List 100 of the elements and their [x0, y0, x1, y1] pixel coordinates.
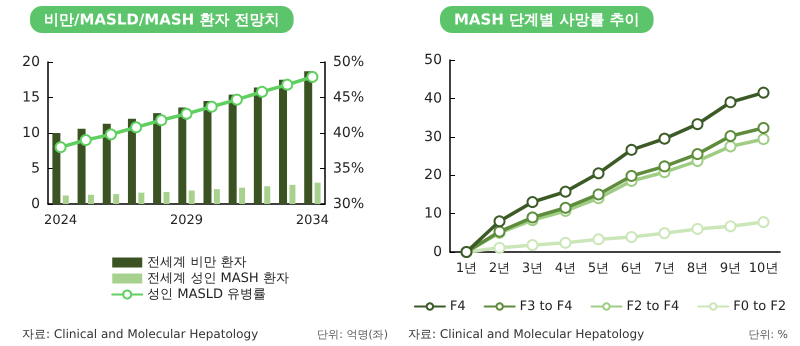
- text: 자료: Clinical and Molecular Hepatology: [408, 327, 644, 341]
- point: [592, 188, 604, 200]
- y-tick-label: 10: [22, 125, 40, 141]
- x-tick-label: 5년: [588, 261, 610, 276]
- point: [692, 148, 704, 160]
- bar: [239, 188, 246, 204]
- y-tick-label: 5: [31, 160, 40, 176]
- bar: [289, 184, 296, 204]
- x-tick-label: 2034: [296, 213, 329, 228]
- x-tick-label: 8년: [686, 261, 708, 276]
- bar: [153, 113, 162, 204]
- point: [758, 122, 770, 134]
- text: 단위: 억명(좌): [317, 328, 388, 341]
- point: [494, 242, 506, 254]
- text: 자료: Clinical and Molecular Hepatology: [22, 327, 258, 341]
- point: [230, 94, 243, 106]
- x-tick-label: 2024: [44, 213, 78, 228]
- point: [692, 222, 704, 235]
- point: [758, 133, 770, 146]
- y-tick-label: 40: [424, 90, 442, 106]
- x-tick-label: 1년: [456, 261, 478, 276]
- bar: [279, 80, 288, 204]
- y-tick-label: 15: [22, 90, 40, 106]
- point: [592, 233, 604, 246]
- bar: [214, 189, 220, 204]
- x-tick-label: 10년: [748, 261, 778, 276]
- legend-label: 전세계 성인 MASH 환자: [147, 271, 289, 286]
- point: [526, 196, 538, 208]
- chart-title: MASH 단계별 사망률 추이: [454, 10, 640, 28]
- point: [758, 216, 770, 228]
- x-tick-label: 2029: [170, 213, 204, 228]
- y2-tick-label: 45%: [333, 90, 364, 106]
- point: [104, 128, 117, 140]
- bar: [88, 194, 94, 204]
- bar: [52, 133, 60, 204]
- point: [180, 108, 192, 120]
- bar: [254, 88, 262, 204]
- bar: [228, 94, 237, 204]
- legend-label: 전세계 비만 환자: [147, 255, 246, 270]
- x-tick-label: 7년: [654, 261, 676, 276]
- y-tick-label: 30: [424, 128, 442, 145]
- bar: [264, 186, 270, 204]
- point: [54, 141, 67, 154]
- bar: [113, 194, 120, 204]
- y-tick-label: 10: [424, 206, 442, 222]
- point: [692, 118, 704, 130]
- bar: [304, 71, 312, 204]
- text: 단위: %: [748, 328, 788, 341]
- point: [724, 130, 736, 142]
- point: [494, 215, 506, 228]
- point: [592, 167, 604, 180]
- point: [560, 186, 572, 198]
- x-tick-label: 2년: [488, 261, 510, 276]
- point: [758, 86, 770, 99]
- point: [130, 121, 142, 134]
- point: [560, 236, 572, 249]
- x-tick-label: 3년: [522, 261, 544, 276]
- y-tick-label: 50: [424, 52, 442, 68]
- point: [281, 78, 294, 91]
- point: [526, 239, 538, 252]
- point: [724, 140, 736, 152]
- bar: [188, 190, 195, 204]
- legend-label: 성인 MASLD 유병률: [147, 287, 266, 302]
- chart-title: 비만/MASLD/MASH 환자 전망치: [44, 10, 280, 28]
- y2-tick-label: 35%: [333, 160, 364, 176]
- y2-tick-label: 50%: [333, 54, 364, 70]
- bar: [164, 192, 170, 204]
- point: [306, 70, 318, 83]
- point: [256, 86, 268, 98]
- x-tick-label: 4년: [554, 261, 576, 276]
- y-tick-label: 20: [22, 54, 40, 70]
- bar: [314, 182, 321, 204]
- bar: [128, 118, 136, 204]
- bar: [62, 195, 69, 204]
- point: [658, 227, 670, 240]
- x-tick-label: 6년: [620, 261, 642, 276]
- point: [658, 132, 670, 145]
- point: [658, 160, 670, 172]
- point: [626, 231, 638, 244]
- point: [724, 96, 736, 108]
- y-tick-label: 0: [433, 244, 442, 260]
- legend-label: F2 to F4: [626, 299, 680, 314]
- y-tick-label: 0: [31, 196, 40, 212]
- point: [526, 211, 538, 224]
- bar: [178, 107, 186, 204]
- y-tick-label: 20: [424, 167, 442, 184]
- point: [206, 100, 218, 113]
- x-tick-label: 9년: [720, 261, 742, 276]
- y2-tick-label: 40%: [333, 125, 364, 141]
- point: [724, 220, 736, 232]
- y2-tick-label: 30%: [333, 196, 364, 212]
- legend-label: F0 to F2: [733, 299, 786, 314]
- bar: [203, 101, 212, 204]
- point: [626, 170, 638, 182]
- bar: [138, 192, 144, 204]
- point: [560, 202, 572, 214]
- point: [155, 114, 168, 126]
- legend-label: F3 to F4: [520, 299, 572, 314]
- point: [626, 144, 638, 156]
- point: [80, 134, 92, 146]
